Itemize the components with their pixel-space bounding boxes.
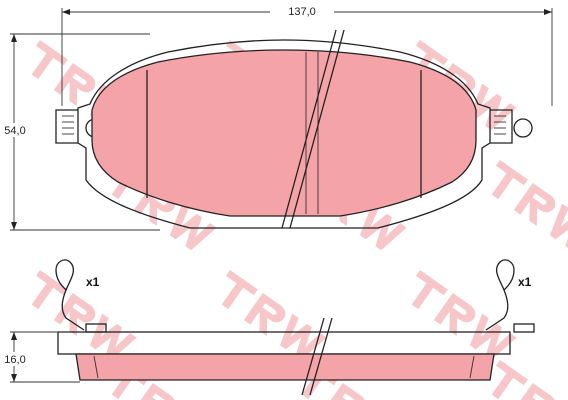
left-clip-quantity: x1 [86,275,100,289]
height-dimension: 54,0 [2,33,160,231]
friction-material [91,49,477,217]
width-dimension-label: 137,0 [288,6,316,18]
right-mounting-ear [490,109,513,144]
thickness-dimension: 16,0 [2,331,80,383]
right-spring-clip [485,259,515,331]
watermark-layer [31,40,568,400]
backing-plate-outline [77,39,491,229]
break-line-side [301,317,333,396]
left-mounting-ear [55,109,78,144]
trw-watermark-logo [491,160,568,251]
right-mounting-hole [513,118,533,138]
thickness-dimension-label: 16,0 [4,354,25,366]
pad-side-view [55,259,535,396]
trw-watermark-logo [491,360,556,400]
trw-watermark-logo [31,270,137,361]
side-friction-material [75,353,495,381]
pad-top-view [55,29,533,229]
left-spring-clip [55,259,85,331]
trw-watermark-logo [411,270,517,361]
break-line-top [281,29,345,229]
trw-watermark-logo [221,270,327,361]
height-dimension-label: 54,0 [4,125,25,137]
right-clip-quantity: x1 [518,275,532,289]
width-dimension: 137,0 [61,3,553,106]
